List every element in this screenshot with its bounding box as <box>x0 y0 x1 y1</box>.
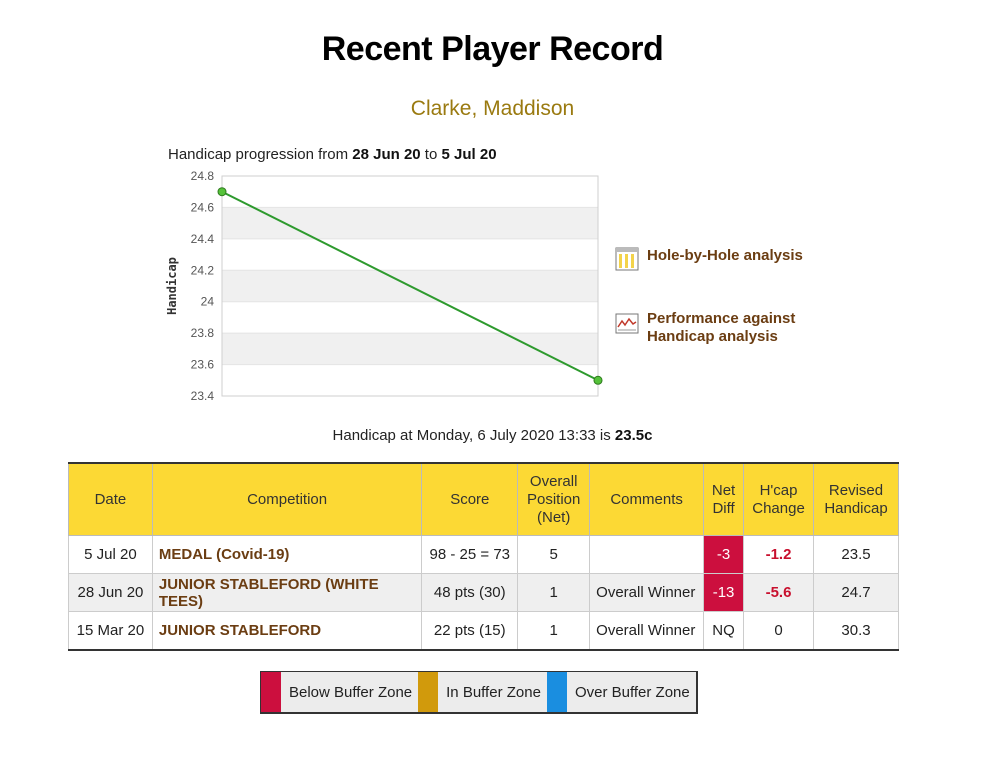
data-point <box>593 375 603 385</box>
cell-position: 1 <box>517 573 591 612</box>
buffer-zone-legend: Below Buffer Zone In Buffer Zone Over Bu… <box>260 671 698 714</box>
performance-analysis-label: Performance against Handicap analysis <box>647 310 795 346</box>
y-tick-label: 24.6 <box>191 200 215 214</box>
scorecard-icon <box>615 247 639 271</box>
cell-date: 15 Mar 20 <box>68 611 153 651</box>
y-tick-label: 24.8 <box>191 169 215 183</box>
competition-link[interactable]: JUNIOR STABLEFORD <box>151 611 423 651</box>
header-competition: Competition <box>151 462 423 536</box>
y-tick-label: 24.2 <box>191 263 215 277</box>
cell-comments: Overall Winner <box>589 611 705 651</box>
y-tick-label: 23.6 <box>191 358 215 372</box>
legend-below-label: Below Buffer Zone <box>289 683 413 701</box>
cell-date: 28 Jun 20 <box>68 573 153 612</box>
current-handicap-line: Handicap at Monday, 6 July 2020 13:33 is… <box>0 427 985 444</box>
table-row: 15 Mar 20 JUNIOR STABLEFORD 22 pts (15) … <box>68 611 899 651</box>
competition-link[interactable]: MEDAL (Covid-19) <box>151 535 423 574</box>
handicap-series-line <box>221 190 599 382</box>
data-point <box>217 187 227 197</box>
header-date: Date <box>68 462 153 536</box>
table-header-row: Date Competition Score Overall Position (N… <box>68 462 899 536</box>
cell-revised-handicap: 23.5 <box>813 535 899 574</box>
player-name: Clarke, Maddison <box>410 97 575 120</box>
cell-revised-handicap: 24.7 <box>813 573 899 612</box>
hole-by-hole-label: Hole-by-Hole analysis <box>647 247 803 264</box>
cell-net-diff: -13 <box>703 573 745 612</box>
grid-band <box>222 333 598 365</box>
legend-below-swatch <box>261 672 281 712</box>
cell-score: 98 - 25 = 73 <box>421 535 519 574</box>
chart-caption-mid: to <box>420 146 442 163</box>
cell-score: 48 pts (30) <box>421 573 519 612</box>
current-handicap-prefix: Handicap at Monday, 6 July 2020 13:33 is <box>332 427 615 444</box>
legend-over: Over Buffer Zone <box>546 672 696 712</box>
cell-hcap-change: 0 <box>743 611 815 651</box>
header-score: Score <box>421 462 519 536</box>
cell-position: 1 <box>517 611 591 651</box>
header-position: Overall Position (Net) <box>517 462 591 536</box>
hole-by-hole-link[interactable]: Hole-by-Hole analysis <box>615 247 803 271</box>
legend-in-label: In Buffer Zone <box>446 683 541 701</box>
chart-from-date: 28 Jun 20 <box>352 146 421 163</box>
competition-link[interactable]: JUNIOR STABLEFORD (WHITE TEES) <box>151 573 423 612</box>
header-net-diff: Net Diff <box>703 462 745 536</box>
cell-net-diff: -3 <box>703 535 745 574</box>
performance-analysis-link[interactable]: Performance against Handicap analysis <box>615 310 795 346</box>
legend-in-swatch <box>418 672 439 712</box>
cell-revised-handicap: 30.3 <box>813 611 899 651</box>
cell-score: 22 pts (15) <box>421 611 519 651</box>
cell-position: 5 <box>517 535 591 574</box>
table-row: 5 Jul 20 MEDAL (Covid-19) 98 - 25 = 73 5… <box>68 535 899 574</box>
y-axis-label: Handicap <box>165 257 179 315</box>
cell-comments <box>589 535 705 574</box>
performance-label-line1: Performance against <box>647 310 796 327</box>
cell-date: 5 Jul 20 <box>68 535 153 574</box>
chart-caption: Handicap progression from 28 Jun 20 to 5… <box>168 146 497 163</box>
grid-band <box>222 207 598 239</box>
player-record-table: Date Competition Score Overall Position (N… <box>68 462 899 651</box>
performance-label-line2: Handicap analysis <box>647 328 778 345</box>
y-tick-label: 24 <box>201 295 215 309</box>
y-tick-label: 23.4 <box>191 389 215 403</box>
handicap-chart: 24.8 24.6 24.4 24.2 24 23.8 23.6 23.4 Handicap <box>165 169 603 403</box>
page-title: Recent Player Record <box>321 30 664 68</box>
cell-comments: Overall Winner <box>589 573 705 612</box>
chart-to-date: 5 Jul 20 <box>441 146 497 163</box>
header-revised-handicap: Revised Handicap <box>813 462 899 536</box>
header-comments: Comments <box>589 462 705 536</box>
legend-in: In Buffer Zone <box>418 672 547 712</box>
table-row: 28 Jun 20 JUNIOR STABLEFORD (WHITE TEES)… <box>68 573 899 612</box>
legend-below: Below Buffer Zone <box>261 672 419 712</box>
y-tick-label: 23.8 <box>191 326 215 340</box>
performance-chart-icon <box>615 313 639 334</box>
current-handicap-value: 23.5c <box>614 427 653 444</box>
header-hcap-change: H'cap Change <box>743 462 815 536</box>
cell-net-diff: NQ <box>703 611 745 651</box>
legend-over-swatch <box>546 672 567 712</box>
legend-over-label: Over Buffer Zone <box>574 683 690 701</box>
cell-hcap-change: -1.2 <box>743 535 815 574</box>
chart-caption-prefix: Handicap progression from <box>168 146 353 163</box>
plot-border <box>221 175 599 397</box>
y-tick-label: 24.4 <box>191 232 215 246</box>
cell-hcap-change: -5.6 <box>743 573 815 612</box>
